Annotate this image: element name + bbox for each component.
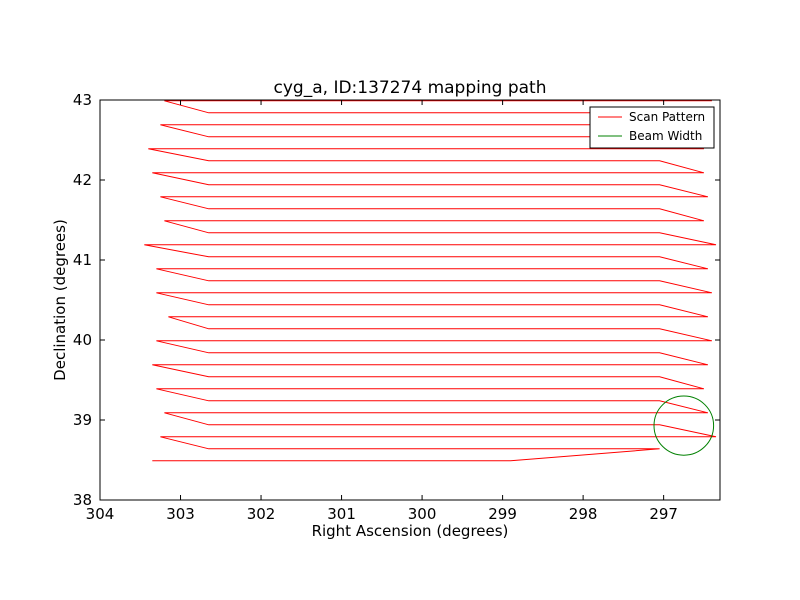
legend: Scan Pattern Beam Width <box>589 106 715 149</box>
x-axis-label: Right Ascension (degrees) <box>312 522 509 540</box>
legend-box <box>589 106 715 149</box>
x-tick-label: 303 <box>166 505 195 523</box>
chart-title: cyg_a, ID:137274 mapping path <box>274 78 547 98</box>
ticks-layer: 304 303 302 301 300 299 298 297 38 39 40 41 42 43 <box>73 91 720 523</box>
x-tick-label: 301 <box>327 505 356 523</box>
x-tick-label: 299 <box>488 505 517 523</box>
data-layer <box>144 100 717 462</box>
legend-label-beam-width: Beam Width <box>629 129 702 143</box>
beam-width-circle <box>653 395 715 456</box>
y-axis-label: Declination (degrees) <box>51 219 69 381</box>
legend-label-scan-pattern: Scan Pattern <box>629 110 705 124</box>
x-tick-label: 300 <box>408 505 437 523</box>
y-tick-label: 43 <box>73 91 92 109</box>
y-tick-label: 42 <box>73 171 92 189</box>
y-tick-label: 41 <box>73 251 92 269</box>
x-tick-label: 297 <box>649 505 678 523</box>
y-tick-label: 40 <box>73 331 92 349</box>
plot-frame <box>99 99 721 501</box>
y-tick-label: 38 <box>73 491 92 509</box>
scan-pattern-line <box>144 100 717 462</box>
y-tick-label: 39 <box>73 411 92 429</box>
x-tick-label: 302 <box>247 505 276 523</box>
x-tick-label: 298 <box>569 505 598 523</box>
x-tick-label: 304 <box>86 505 115 523</box>
